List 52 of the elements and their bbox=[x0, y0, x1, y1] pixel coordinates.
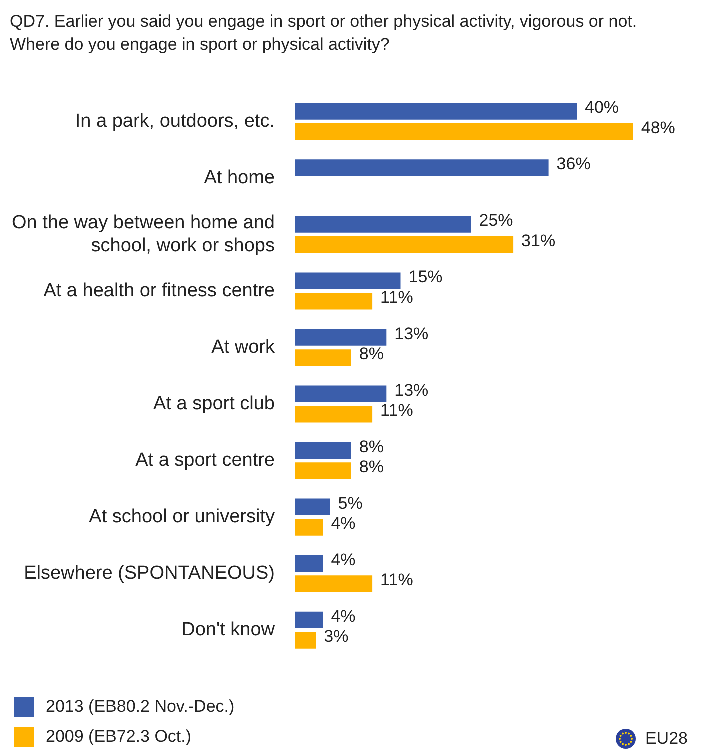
data-label: 3% bbox=[324, 627, 349, 646]
bar bbox=[295, 519, 324, 536]
bar bbox=[295, 293, 373, 310]
data-label: 25% bbox=[479, 211, 514, 230]
y-tick-label: Elsewhere (SPONTANEOUS) bbox=[24, 563, 276, 584]
legend-label: 2009 (EB72.3 Oct.) bbox=[46, 727, 192, 747]
y-tick-label: Don't know bbox=[182, 620, 276, 641]
y-tick-label: At a health or fitness centre bbox=[44, 280, 276, 302]
data-label: 48% bbox=[641, 118, 676, 138]
y-tick-label: At school or university bbox=[89, 506, 276, 528]
bar bbox=[295, 329, 387, 346]
y-tick-label: On the way between home and school, work or shops bbox=[12, 212, 276, 256]
y-tick-label: In a park, outdoors, etc. bbox=[75, 110, 276, 132]
bar bbox=[295, 498, 330, 516]
data-label: 36% bbox=[556, 154, 591, 174]
bar bbox=[295, 123, 634, 140]
bar bbox=[295, 442, 352, 459]
data-label: 11% bbox=[380, 288, 414, 308]
bar bbox=[295, 576, 373, 592]
data-label: 5% bbox=[338, 494, 363, 513]
data-label: 4% bbox=[331, 550, 356, 570]
data-label: 4% bbox=[331, 514, 356, 534]
data-label: 4% bbox=[331, 606, 356, 626]
y-tick-label: At a sport centre bbox=[136, 450, 276, 472]
chart-title: QD7. Earlier you said you engage in sport or other physical activity, vigorous or not. Where do you engage in sport or physical activity? bbox=[10, 11, 638, 56]
y-tick-label: At home bbox=[204, 167, 276, 188]
bar bbox=[295, 350, 352, 366]
y-tick-label: At a sport club bbox=[154, 393, 276, 414]
data-label: 11% bbox=[380, 570, 414, 590]
data-label: 11% bbox=[380, 401, 414, 420]
data-label: 8% bbox=[359, 344, 384, 364]
bar bbox=[295, 160, 549, 176]
bar bbox=[295, 406, 373, 423]
bar bbox=[295, 103, 577, 120]
bar bbox=[295, 612, 324, 629]
bar bbox=[295, 386, 387, 402]
data-label: 8% bbox=[359, 458, 384, 477]
legend-label: 2013 (EB80.2 Nov.-Dec.) bbox=[46, 697, 235, 717]
data-label: 40% bbox=[585, 98, 620, 118]
text: EU28 bbox=[645, 729, 688, 749]
bar bbox=[295, 216, 472, 233]
bar bbox=[295, 236, 514, 254]
data-label: 8% bbox=[359, 437, 384, 456]
bar bbox=[295, 272, 401, 290]
bar bbox=[295, 632, 316, 649]
bar bbox=[295, 462, 352, 480]
data-label: 15% bbox=[408, 268, 443, 287]
data-label: 13% bbox=[394, 324, 429, 344]
bar bbox=[295, 555, 324, 572]
data-label: 31% bbox=[522, 232, 556, 251]
y-tick-label: At work bbox=[212, 336, 276, 358]
data-label: 13% bbox=[394, 380, 429, 400]
